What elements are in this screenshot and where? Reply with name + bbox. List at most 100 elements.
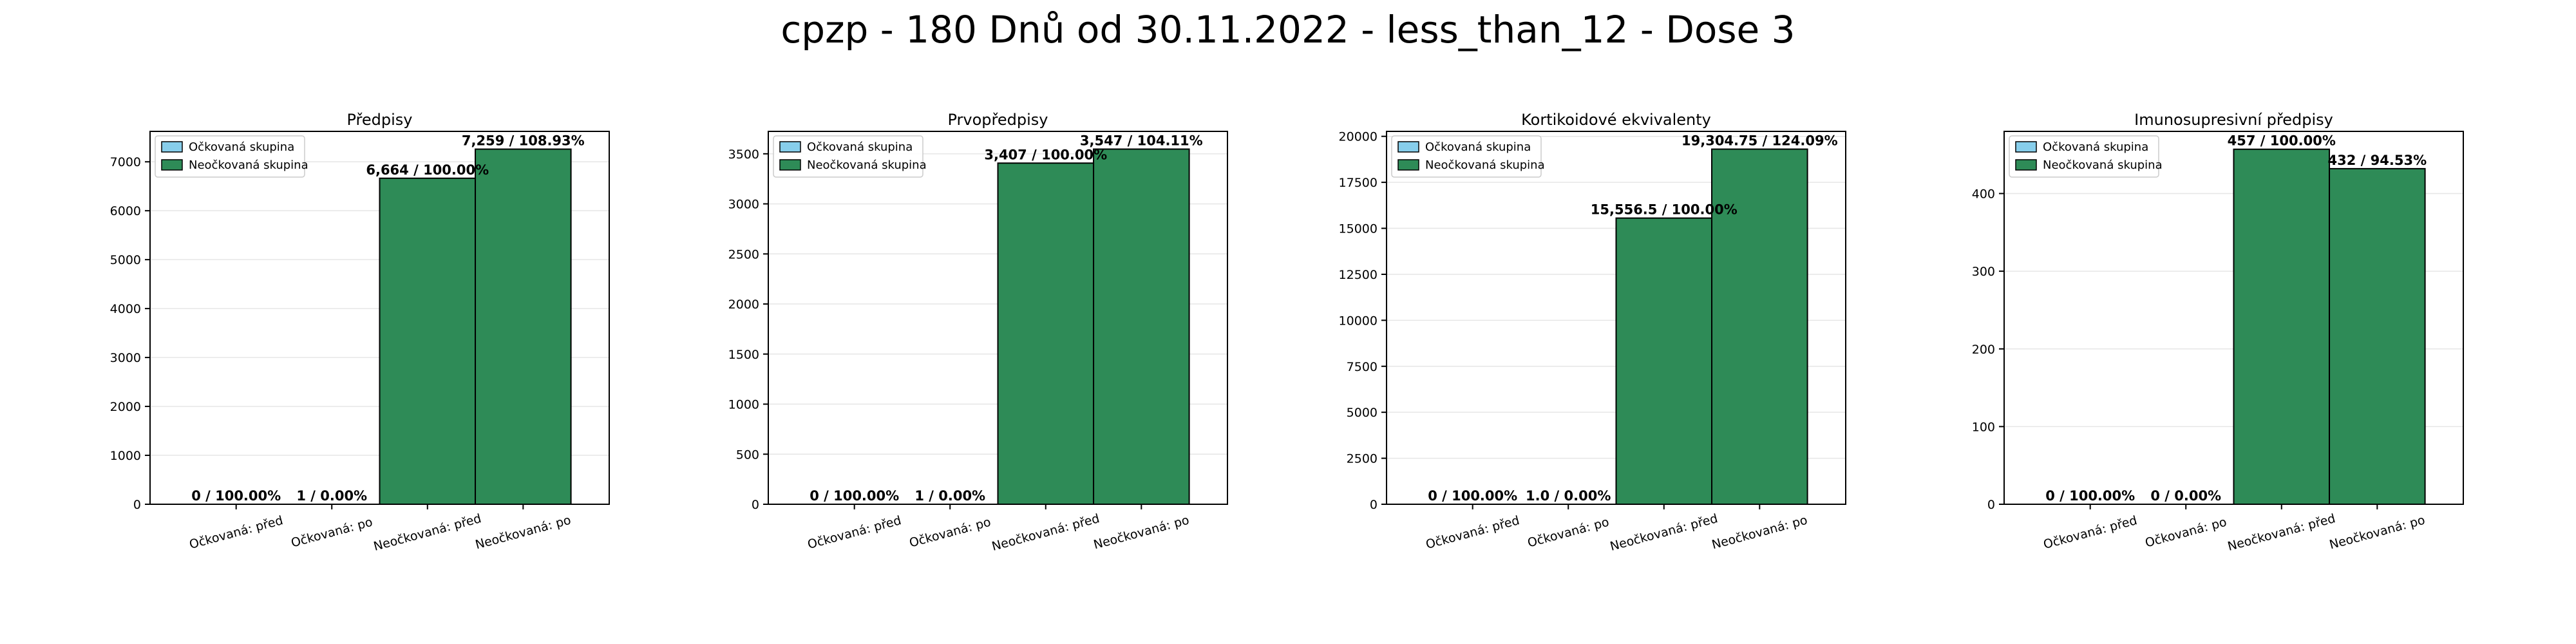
bar-value-label: 1 / 0.00% [296,488,367,504]
y-tick-label: 17500 [1339,176,1378,190]
y-tick-label: 4000 [110,302,141,316]
y-tick-label: 7000 [110,155,141,169]
x-tick-label: Neočkovaná: před [990,511,1101,554]
bar-value-label: 0 / 100.00% [2045,488,2135,504]
legend-label: Neočkovaná skupina [1425,158,1545,172]
legend-box [2009,135,2159,178]
y-tick-label: 1000 [110,449,141,463]
legend-box [1391,135,1542,178]
figure-suptitle: cpzp - 180 Dnů od 30.11.2022 - less_than… [781,8,1795,52]
legend-swatch [1397,159,1419,171]
y-tick-label: 10000 [1339,314,1378,328]
legend-swatch [161,141,183,153]
legend-swatch [2015,141,2037,153]
y-tick-label: 2000 [110,400,141,414]
legend-label: Očkovaná skupina [189,140,294,154]
bar [379,177,477,505]
bar [1711,148,1808,505]
legend: Očkovaná skupina Neočkovaná skupina [2009,135,2163,178]
bar [1615,217,1713,505]
y-tick-label: 7500 [1347,360,1378,374]
y-tick-label: 5000 [110,253,141,267]
y-tick-label: 2500 [728,247,759,261]
y-tick-label: 400 [1972,187,1995,202]
x-tick-label: Očkovaná: před [806,513,903,552]
x-tick-label: Neočkovaná: po [1092,513,1191,553]
bar-value-label: 15,556.5 / 100.00% [1591,202,1738,218]
x-tick-label: Neočkovaná: po [474,513,573,553]
x-tick-label: Očkovaná: před [1425,513,1521,552]
legend-label: Očkovaná skupina [1425,140,1531,154]
legend-swatch [779,141,801,153]
x-tick-label: Neočkovaná: po [2328,513,2427,553]
bar-value-label: 0 / 100.00% [191,488,281,504]
legend-label: Očkovaná skupina [2043,140,2148,154]
y-tick-label: 6000 [110,204,141,218]
legend-label: Neočkovaná skupina [2043,158,2163,172]
axes-frame [149,131,610,505]
y-tick-label: 12500 [1339,268,1378,282]
x-tick-label: Očkovaná: před [2042,513,2139,552]
chart-panel: 0 / 100.00% 1 / 0.00% 3,407 / 100.00%3,547… [728,111,1228,554]
y-tick-label: 0 [1987,498,1995,512]
y-tick-label: 0 [752,498,759,512]
y-tick-label: 3000 [110,351,141,365]
x-tick-label: Očkovaná: před [188,513,285,552]
legend-swatch [779,159,801,171]
legend-label: Neočkovaná skupina [807,158,927,172]
legend-label: Neočkovaná skupina [189,158,308,172]
axes-frame [1386,131,1846,505]
y-tick-label: 300 [1972,265,1995,279]
y-tick-label: 2500 [1347,452,1378,466]
bar-value-label: 3,547 / 104.11% [1080,133,1203,149]
bar-value-label: 7,259 / 108.93% [462,133,585,149]
bar-value-label: 0 / 100.00% [810,488,899,504]
x-tick-label: Neočkovaná: po [1710,513,1809,553]
bar-value-label: 1.0 / 0.00% [1526,488,1611,504]
axes-frame [2003,131,2464,505]
bar-value-label: 6,664 / 100.00% [366,162,489,178]
legend-swatch [1397,141,1419,153]
legend-box [155,135,305,178]
bar-value-label: 1 / 0.00% [914,488,985,504]
legend: Očkovaná skupina Neočkovaná skupina [773,135,927,178]
y-tick-label: 200 [1972,343,1995,357]
bar-value-label: 0 / 0.00% [2150,488,2221,504]
legend-swatch [2015,159,2037,171]
x-tick-label: Neočkovaná: před [372,511,483,554]
bar [2233,148,2331,505]
y-tick-label: 5000 [1347,406,1378,420]
x-tick-label: Očkovaná: po [908,515,992,551]
legend-label: Očkovaná skupina [807,140,913,154]
bar [475,148,572,505]
x-tick-label: Očkovaná: po [290,515,374,551]
y-tick-label: 100 [1972,420,1995,434]
legend-box [773,135,923,178]
bar-value-label: 457 / 100.00% [2228,133,2336,149]
legend-swatch [161,159,183,171]
x-tick-label: Neočkovaná: před [2226,511,2337,554]
x-tick-label: Očkovaná: po [2144,515,2228,551]
y-tick-label: 20000 [1339,130,1378,144]
y-tick-label: 3000 [728,198,759,212]
axes-frame [768,131,1228,505]
x-tick-label: Očkovaná: po [1526,515,1611,551]
y-tick-label: 0 [1370,498,1378,512]
chart-panel: 0 / 100.00% 1.0 / 0.00% 15,556.5 / 100.00%… [1339,111,1846,554]
bar-value-label: 0 / 100.00% [1428,488,1517,504]
chart-panel: 0 / 100.00% 0 / 0.00% 457 / 100.00% 432 / 9… [1972,111,2464,554]
y-tick-label: 0 [133,498,141,512]
chart-title: Imunosupresivní předpisy [2134,111,2333,129]
legend: Očkovaná skupina Neočkovaná skupina [1391,135,1545,178]
y-tick-label: 15000 [1339,222,1378,236]
y-tick-label: 1000 [728,398,759,412]
chart-title: Kortikoidové ekvivalenty [1521,111,1711,129]
chart-title: Prvopředpisy [948,111,1048,129]
y-tick-label: 3500 [728,147,759,162]
legend: Očkovaná skupina Neočkovaná skupina [155,135,308,178]
bar [1093,148,1190,506]
bar-value-label: 3,407 / 100.00% [984,147,1107,162]
chart-panel: 0 / 100.00% 1 / 0.00% 6,664 / 100.00% 7,259… [110,111,610,554]
y-tick-label: 1500 [728,348,759,362]
